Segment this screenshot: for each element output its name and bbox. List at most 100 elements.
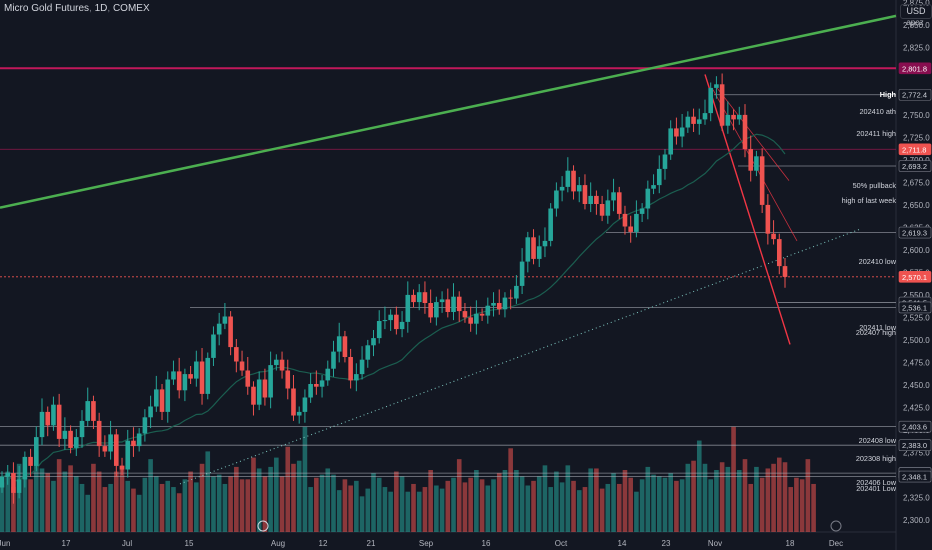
volume-bar [136, 494, 142, 532]
candle-body [176, 371, 182, 391]
price-axis-label: 2,619.3 [902, 229, 927, 238]
candle-body [376, 321, 382, 339]
candle-body [428, 303, 433, 318]
volume-bar [611, 473, 616, 532]
volume-bar [11, 487, 16, 532]
price-axis-label: 2,383.0 [902, 441, 927, 450]
volume-bar [765, 468, 771, 532]
volume-bar [0, 482, 5, 532]
candle-body [599, 204, 605, 216]
candle-body [542, 240, 548, 247]
candle-body [268, 365, 273, 398]
candle-body [776, 239, 782, 267]
y-tick-label: 2,325.0 [903, 493, 930, 502]
candle-body [502, 297, 508, 310]
candle-body [639, 208, 645, 214]
level-annotation: high of last week [842, 196, 897, 205]
candle-body [708, 87, 714, 114]
volume-bar [594, 468, 599, 532]
volume-bar [468, 477, 473, 532]
candle-body [348, 357, 353, 381]
level-annotation: 202411 low [859, 323, 897, 332]
scale-mode-label[interactable]: apoz [906, 18, 924, 27]
volume-bar [262, 476, 268, 532]
price-axis-label-box [898, 271, 932, 283]
candle-body [674, 128, 679, 137]
y-tick-label: 2,300.0 [903, 516, 930, 525]
volume-bar [754, 466, 759, 532]
candle-body [159, 389, 165, 412]
volume-bar [51, 480, 56, 532]
y-tick-label: 2,600.0 [903, 246, 930, 255]
candle-body [256, 379, 262, 405]
x-tick-label: 15 [185, 539, 194, 548]
candle-body [222, 316, 228, 324]
symbol-name[interactable]: Micro Gold Futures [4, 3, 90, 14]
chart-title: Micro Gold Futures, 1D, COMEX [4, 3, 150, 14]
y-tick-label: 2,825.0 [903, 43, 930, 52]
candle-body [68, 430, 73, 448]
candle-body [622, 213, 628, 227]
candle-body [559, 186, 565, 191]
price-axis-label-box [898, 143, 932, 156]
volume-bar [399, 476, 405, 532]
volume-bar [114, 471, 119, 532]
volume-bar [245, 479, 251, 532]
volume-bar [405, 491, 411, 532]
interval-label[interactable]: 1D [94, 3, 108, 14]
candle-body [245, 370, 251, 387]
volume-bar [708, 479, 714, 532]
volume-bar [302, 426, 308, 532]
volume-bar [176, 493, 182, 532]
candle-body [576, 185, 582, 192]
y-tick-label: 2,550.0 [903, 291, 930, 300]
volume-bar [5, 471, 11, 532]
volume-bar [805, 459, 811, 532]
volume-bar [62, 471, 68, 532]
volume-bar [679, 479, 685, 532]
channel-lower-line [704, 74, 791, 345]
price-axis-label: 2,693.2 [902, 162, 927, 171]
level-annotation: 202406 Low [856, 478, 896, 487]
volume-bar [662, 477, 668, 532]
volume-bar [502, 470, 508, 532]
volume-bar [376, 477, 382, 532]
x-tick-label: 12 [319, 539, 328, 548]
volume-bar [645, 466, 651, 532]
candle-body [136, 433, 142, 447]
volume-bar [365, 488, 371, 532]
candle-body [165, 379, 171, 412]
candle-body [171, 371, 176, 380]
volume-bar [148, 459, 153, 532]
candle-body [634, 213, 639, 232]
candle-body [645, 188, 651, 209]
x-tick-label: Nov [708, 539, 722, 548]
y-tick-label: 2,525.0 [903, 313, 930, 322]
price-axis-label: 2,711.8 [902, 145, 926, 154]
volume-bar [119, 465, 125, 532]
level-annotation: 202410 low [859, 257, 897, 266]
volume-bar [696, 440, 702, 532]
volume-bar [462, 482, 468, 532]
volume-bar [639, 479, 645, 532]
volume-bar [714, 470, 719, 532]
volume-bar [439, 488, 445, 532]
volume-bar [474, 470, 479, 532]
candle-body [445, 299, 451, 312]
volume-bar [776, 457, 782, 532]
y-tick-label: 2,500.0 [903, 336, 930, 345]
candle-body [11, 473, 16, 493]
volume-bar [559, 482, 565, 532]
volume-bar [194, 482, 199, 532]
currency-button[interactable]: USD [900, 4, 932, 19]
candle-body [314, 384, 319, 387]
candle-body [296, 411, 302, 416]
volume-bar [154, 476, 159, 532]
candle-body [628, 226, 633, 232]
volume-bar [125, 480, 131, 532]
candle-body [28, 456, 33, 466]
candle-body [759, 156, 765, 205]
volume-bar [28, 479, 33, 532]
volume-bar [479, 479, 485, 532]
